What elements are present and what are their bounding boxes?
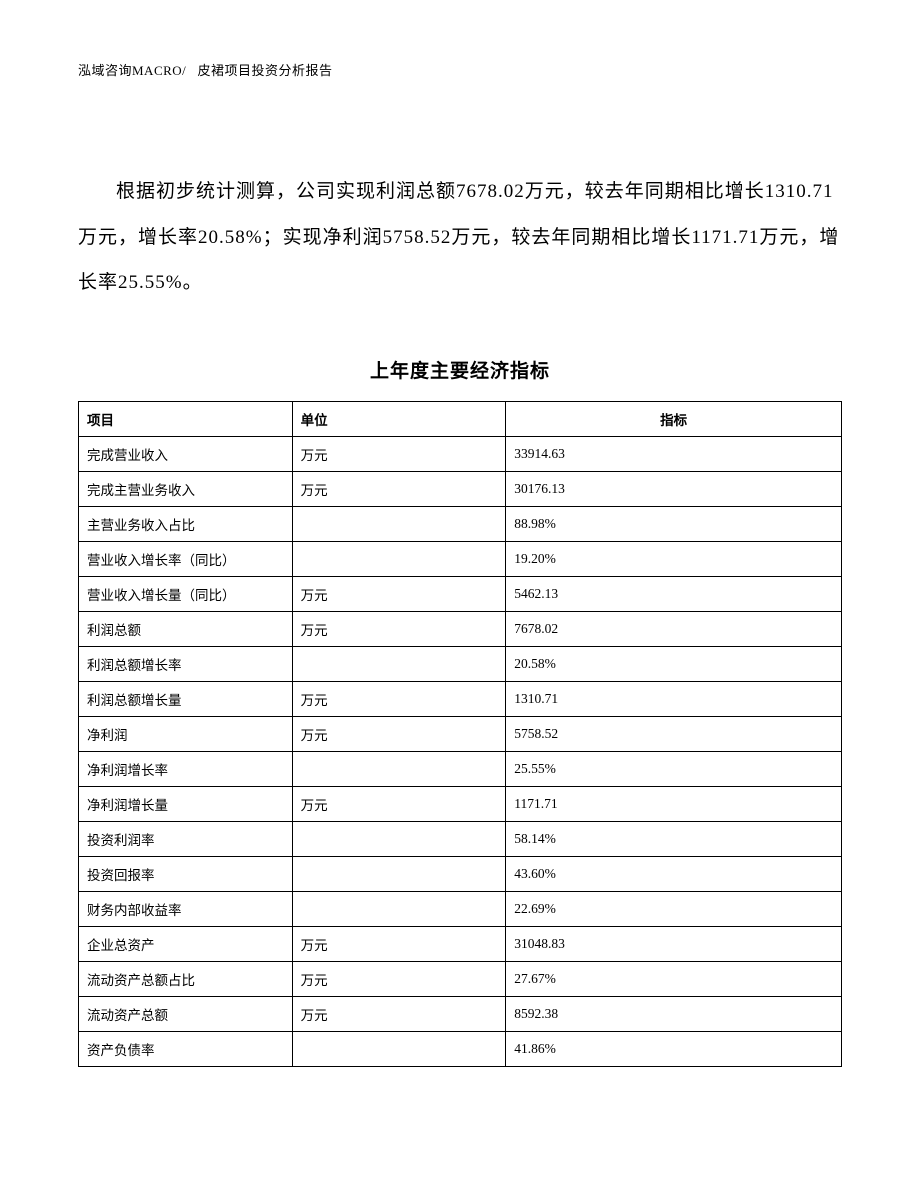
table-row: 财务内部收益率 22.69% — [79, 891, 842, 926]
cell-unit — [292, 1031, 506, 1066]
cell-item: 净利润增长量 — [79, 786, 293, 821]
cell-unit: 万元 — [292, 716, 506, 751]
cell-value: 41.86% — [506, 1031, 842, 1066]
cell-item: 投资利润率 — [79, 821, 293, 856]
cell-unit: 万元 — [292, 996, 506, 1031]
cell-value: 43.60% — [506, 856, 842, 891]
report-title: 皮裙项目投资分析报告 — [198, 63, 333, 78]
cell-item: 利润总额 — [79, 611, 293, 646]
cell-unit — [292, 856, 506, 891]
cell-value: 5758.52 — [506, 716, 842, 751]
cell-item: 利润总额增长率 — [79, 646, 293, 681]
cell-item: 净利润 — [79, 716, 293, 751]
cell-unit — [292, 506, 506, 541]
cell-item: 流动资产总额 — [79, 996, 293, 1031]
cell-item: 完成主营业务收入 — [79, 471, 293, 506]
company-name: 泓域咨询MACRO/ — [78, 63, 186, 78]
page-header: 泓域咨询MACRO/ 皮裙项目投资分析报告 — [78, 60, 842, 79]
cell-unit — [292, 891, 506, 926]
cell-value: 1310.71 — [506, 681, 842, 716]
cell-value: 19.20% — [506, 541, 842, 576]
cell-value: 30176.13 — [506, 471, 842, 506]
table-row: 净利润增长量万元1171.71 — [79, 786, 842, 821]
cell-unit: 万元 — [292, 926, 506, 961]
cell-value: 1171.71 — [506, 786, 842, 821]
cell-item: 营业收入增长量（同比） — [79, 576, 293, 611]
cell-value: 33914.63 — [506, 436, 842, 471]
table-header-row: 项目 单位 指标 — [79, 401, 842, 436]
table-row: 投资利润率 58.14% — [79, 821, 842, 856]
cell-unit — [292, 646, 506, 681]
cell-unit: 万元 — [292, 471, 506, 506]
cell-value: 8592.38 — [506, 996, 842, 1031]
table-row: 完成营业收入万元33914.63 — [79, 436, 842, 471]
cell-value: 20.58% — [506, 646, 842, 681]
cell-item: 营业收入增长率（同比） — [79, 541, 293, 576]
cell-value: 27.67% — [506, 961, 842, 996]
table-body: 完成营业收入万元33914.63 完成主营业务收入万元30176.13 主营业务… — [79, 436, 842, 1066]
table-row: 营业收入增长率（同比） 19.20% — [79, 541, 842, 576]
cell-unit — [292, 541, 506, 576]
cell-item: 利润总额增长量 — [79, 681, 293, 716]
table-row: 利润总额增长量万元1310.71 — [79, 681, 842, 716]
table-title: 上年度主要经济指标 — [78, 356, 842, 383]
cell-unit: 万元 — [292, 961, 506, 996]
cell-value: 25.55% — [506, 751, 842, 786]
cell-value: 58.14% — [506, 821, 842, 856]
table-row: 企业总资产万元31048.83 — [79, 926, 842, 961]
cell-value: 31048.83 — [506, 926, 842, 961]
table-row: 流动资产总额万元8592.38 — [79, 996, 842, 1031]
cell-item: 企业总资产 — [79, 926, 293, 961]
col-header-item: 项目 — [79, 401, 293, 436]
table-row: 资产负债率 41.86% — [79, 1031, 842, 1066]
cell-item: 投资回报率 — [79, 856, 293, 891]
table-row: 净利润万元5758.52 — [79, 716, 842, 751]
cell-item: 完成营业收入 — [79, 436, 293, 471]
cell-item: 主营业务收入占比 — [79, 506, 293, 541]
cell-unit — [292, 751, 506, 786]
cell-value: 22.69% — [506, 891, 842, 926]
cell-unit: 万元 — [292, 681, 506, 716]
table-row: 主营业务收入占比 88.98% — [79, 506, 842, 541]
table-row: 利润总额增长率 20.58% — [79, 646, 842, 681]
table-row: 投资回报率 43.60% — [79, 856, 842, 891]
cell-value: 7678.02 — [506, 611, 842, 646]
table-row: 净利润增长率 25.55% — [79, 751, 842, 786]
table-row: 利润总额万元7678.02 — [79, 611, 842, 646]
table-row: 流动资产总额占比万元27.67% — [79, 961, 842, 996]
cell-item: 财务内部收益率 — [79, 891, 293, 926]
table-row: 完成主营业务收入万元30176.13 — [79, 471, 842, 506]
summary-paragraph: 根据初步统计测算，公司实现利润总额7678.02万元，较去年同期相比增长1310… — [78, 169, 842, 306]
col-header-value: 指标 — [506, 401, 842, 436]
indicators-table: 项目 单位 指标 完成营业收入万元33914.63 完成主营业务收入万元3017… — [78, 401, 842, 1067]
cell-item: 净利润增长率 — [79, 751, 293, 786]
cell-unit: 万元 — [292, 611, 506, 646]
cell-unit: 万元 — [292, 436, 506, 471]
cell-item: 资产负债率 — [79, 1031, 293, 1066]
col-header-unit: 单位 — [292, 401, 506, 436]
cell-item: 流动资产总额占比 — [79, 961, 293, 996]
table-row: 营业收入增长量（同比）万元5462.13 — [79, 576, 842, 611]
cell-unit — [292, 821, 506, 856]
cell-unit: 万元 — [292, 786, 506, 821]
cell-value: 88.98% — [506, 506, 842, 541]
cell-value: 5462.13 — [506, 576, 842, 611]
cell-unit: 万元 — [292, 576, 506, 611]
